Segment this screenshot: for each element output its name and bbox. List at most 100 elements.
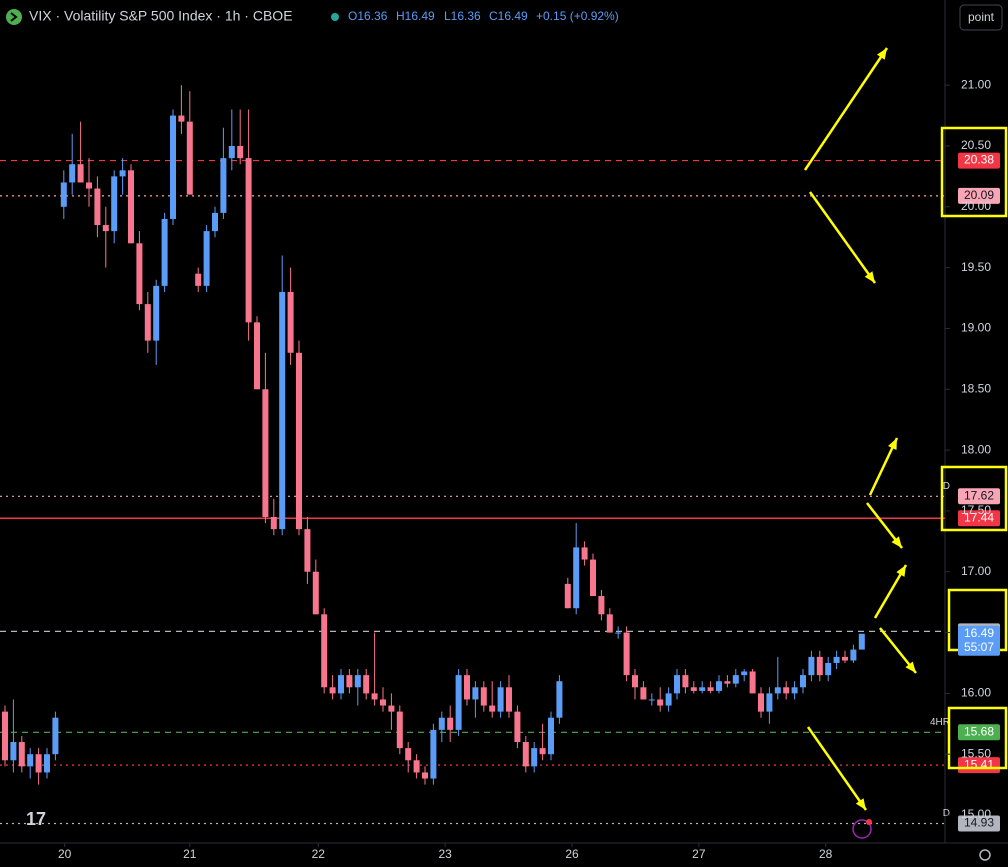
- point-button-label[interactable]: point: [968, 10, 995, 24]
- annotation-arrowhead: [891, 536, 902, 548]
- candle-body: [396, 711, 403, 749]
- candle-body: [18, 742, 25, 767]
- x-tick-label: 22: [312, 847, 326, 861]
- countdown: 55:07: [964, 640, 994, 654]
- candle-body: [304, 529, 311, 572]
- annotation-arrowhead: [896, 565, 906, 577]
- legend-open: O16.36: [348, 9, 388, 23]
- candle-body: [346, 675, 353, 688]
- candle-body: [758, 693, 764, 712]
- candle-body: [128, 170, 134, 244]
- level-tag: D: [943, 808, 950, 819]
- candle-body: [707, 687, 714, 691]
- status-dot: [331, 13, 339, 21]
- candle-body: [615, 632, 622, 634]
- x-tick-label: 26: [565, 847, 579, 861]
- candle-body: [556, 681, 563, 718]
- x-tick-label: 28: [819, 847, 833, 861]
- legend-high: H16.49: [396, 9, 435, 23]
- annotation-arrow: [806, 726, 868, 811]
- y-tick-label: 15.50: [961, 746, 991, 760]
- candle-body: [119, 170, 126, 177]
- candle-body: [598, 596, 605, 615]
- y-tick-label: 15.00: [961, 807, 991, 821]
- candle-body: [539, 748, 546, 755]
- candle-body: [354, 675, 361, 688]
- candle-body: [766, 693, 773, 712]
- candle-body: [203, 231, 210, 286]
- candle-body: [312, 571, 319, 615]
- x-tick-label: 21: [183, 847, 197, 861]
- candle-body: [144, 304, 151, 341]
- candle-body: [237, 145, 244, 159]
- price-label-box: [958, 510, 1000, 527]
- highlight-box: [947, 706, 1008, 770]
- candle-body: [102, 225, 109, 232]
- candle-body: [270, 516, 277, 530]
- y-tick-label: 20.50: [961, 138, 991, 152]
- candle-body: [472, 687, 479, 700]
- price-label: 20.38: [964, 153, 994, 167]
- candle-body: [60, 182, 67, 207]
- candle-body: [254, 322, 260, 390]
- y-tick-label: 16.00: [961, 686, 991, 700]
- candle-body: [2, 711, 8, 761]
- price-label-box: [958, 815, 1000, 832]
- price-label-box: [958, 488, 1000, 505]
- candle-body: [212, 212, 218, 232]
- candle-body: [632, 675, 638, 688]
- y-tick-label: 20.00: [961, 199, 991, 213]
- candle-body: [321, 614, 328, 688]
- candle-body: [674, 675, 680, 694]
- candle-body: [497, 687, 504, 712]
- candle-body: [77, 164, 84, 183]
- point-button[interactable]: [959, 4, 1003, 31]
- annotation-arrowhead: [876, 48, 887, 60]
- candle-body: [195, 273, 202, 286]
- candle-body: [732, 675, 739, 684]
- candle-body: [44, 754, 50, 773]
- price-label-box: [958, 152, 1000, 169]
- candle-body: [648, 699, 655, 701]
- candle-body: [833, 656, 840, 663]
- candle-body: [522, 742, 529, 767]
- y-tick-label: 17.00: [961, 564, 991, 578]
- settings-icon[interactable]: [979, 849, 991, 861]
- alert-dot: [866, 819, 872, 825]
- y-tick-label: 19.00: [961, 321, 991, 335]
- candle-body: [262, 389, 269, 517]
- price-label: 17.62: [964, 488, 994, 502]
- candle-body: [464, 675, 470, 700]
- alert-icon[interactable]: [852, 819, 872, 839]
- candle-body: [153, 285, 160, 341]
- candle-body: [245, 158, 252, 323]
- annotation-arrowhead: [864, 271, 875, 283]
- price-label: 14.93: [964, 816, 994, 830]
- candle-body: [405, 748, 412, 761]
- candle-body: [716, 681, 722, 691]
- candle-body: [514, 711, 521, 743]
- candle-body: [186, 121, 193, 195]
- annotation-arrowhead: [855, 798, 866, 810]
- candle-body: [296, 352, 302, 530]
- candle-body: [741, 671, 748, 676]
- candle-body: [606, 614, 613, 633]
- x-tick-label: 23: [438, 847, 452, 861]
- candle-body: [749, 671, 756, 694]
- logo: 17: [26, 809, 46, 829]
- candle-body: [699, 687, 706, 691]
- legend-low: L16.36: [444, 9, 481, 23]
- price-label: 20.09: [964, 188, 994, 202]
- x-tick-label: 20: [58, 847, 72, 861]
- candle-body: [86, 182, 92, 189]
- candle-body: [430, 729, 437, 779]
- candle-body: [640, 687, 647, 700]
- candle-body: [447, 717, 454, 730]
- candle-body: [842, 656, 848, 661]
- price-label-box: [958, 187, 1000, 204]
- candle-body: [808, 656, 815, 676]
- annotation-arrow: [803, 47, 889, 171]
- candle-body: [170, 115, 176, 219]
- candle-body: [783, 687, 790, 694]
